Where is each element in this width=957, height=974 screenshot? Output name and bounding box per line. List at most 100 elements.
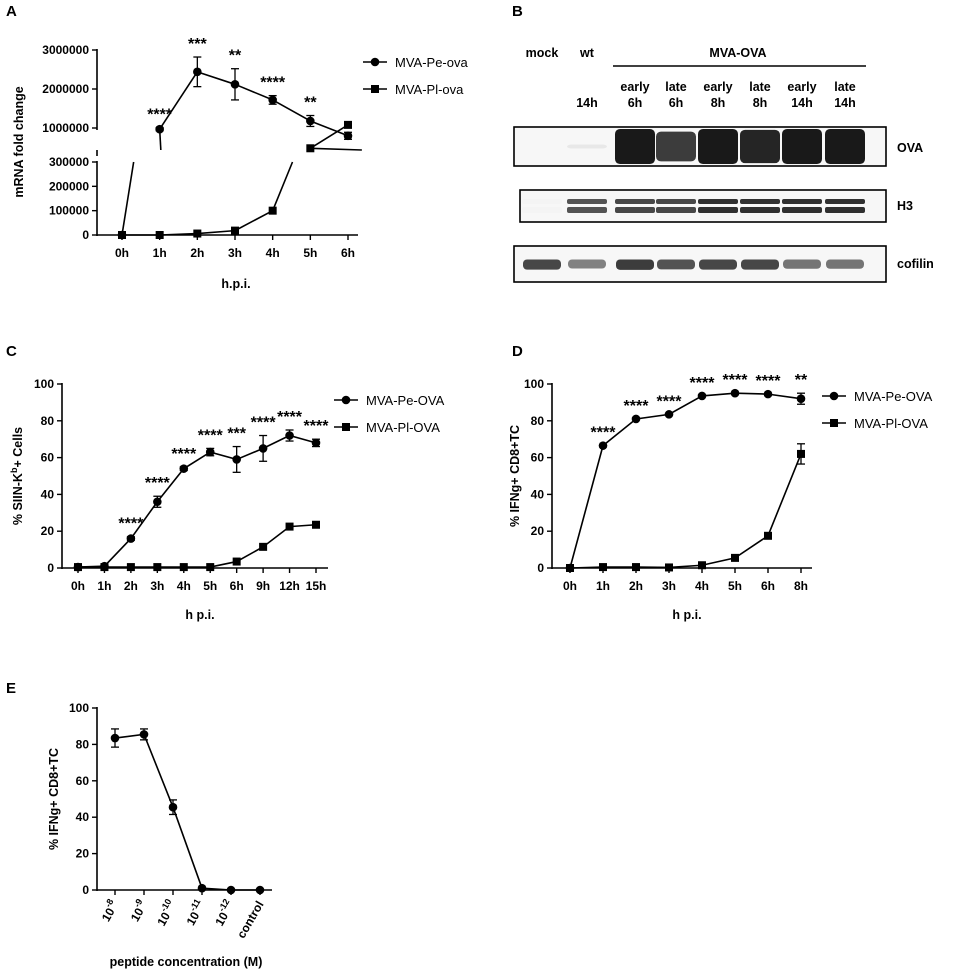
y-tick-label: 100 — [69, 701, 89, 715]
significance-label: **** — [260, 75, 286, 92]
x-tick-text: 10-12 — [210, 897, 238, 928]
significance-label: **** — [304, 418, 330, 435]
legend-marker — [829, 391, 839, 401]
series-line — [569, 392, 802, 569]
series-segment — [197, 71, 236, 86]
data-point — [344, 120, 352, 129]
significance-label: **** — [118, 516, 144, 533]
data-point — [258, 444, 268, 453]
y-axis-label: mRNA fold change — [12, 86, 26, 197]
band — [656, 207, 696, 213]
legend-marker — [830, 419, 838, 427]
data-point — [797, 449, 805, 458]
y-tick-label: 60 — [76, 774, 90, 788]
y-axis-label: % SIIN-Kb+ Cells — [9, 427, 25, 525]
data-point — [155, 231, 164, 239]
significance-label: **** — [147, 107, 173, 124]
series-line — [77, 434, 317, 568]
x-tick-label: 2h — [124, 579, 138, 593]
data-point — [100, 563, 109, 572]
x-tick-label: 9h — [256, 579, 270, 593]
data-point — [193, 229, 202, 238]
x-axis-label: peptide concentration (M) — [110, 955, 263, 969]
significance-label: *** — [227, 426, 246, 443]
band — [825, 199, 865, 204]
data-point — [632, 563, 640, 572]
series-mva-pe-ova — [73, 429, 321, 572]
x-tick-label: 10-8 — [96, 897, 121, 924]
data-point — [205, 447, 215, 457]
band — [698, 128, 738, 165]
blot-ova: OVA — [513, 126, 923, 167]
lane-label: wt — [579, 46, 595, 60]
y-tick-label: 60 — [41, 451, 55, 465]
x-tick-text: 10-8 — [96, 897, 121, 924]
blot-frame — [519, 189, 887, 223]
x-tick-label: 10-12 — [210, 897, 238, 928]
series-line — [569, 453, 802, 569]
data-point — [232, 557, 241, 566]
x-tick-label: 4h — [266, 246, 280, 260]
data-point — [665, 563, 673, 572]
x-tick-exponent: -10 — [158, 897, 173, 913]
x-tick-label: 0h — [563, 579, 577, 593]
band — [522, 199, 562, 204]
x-tick-label: 4h — [177, 579, 191, 593]
data-point — [230, 80, 240, 89]
series-mva-pe-ova — [565, 388, 806, 573]
data-point — [796, 394, 806, 404]
data-point — [153, 497, 162, 507]
data-point — [598, 441, 608, 450]
band — [656, 131, 696, 162]
y-tick-label: 40 — [76, 810, 90, 824]
series-segment — [309, 124, 349, 149]
data-point — [731, 553, 739, 562]
panel-b-western-blot: MVA-OVA mock wt 14h early 6h late 6h early 8h late… — [513, 46, 934, 283]
lane-label: 6h — [669, 96, 684, 110]
data-point — [285, 522, 294, 531]
legend-label: MVA-Pl-OVA — [854, 416, 928, 431]
data-point — [566, 564, 574, 572]
band — [615, 207, 655, 213]
data-point — [118, 231, 126, 239]
x-tick-label: control — [234, 899, 266, 941]
y-tick-label: 0 — [82, 228, 89, 242]
x-tick-label: 12h — [279, 579, 300, 593]
data-point — [312, 520, 320, 529]
significance-label: **** — [277, 409, 303, 426]
band — [826, 259, 864, 269]
x-tick-label: 4h — [695, 579, 709, 593]
data-point — [268, 95, 277, 105]
lane-label: 14h — [576, 96, 598, 110]
band — [783, 259, 821, 269]
x-axis-label: h p.i. — [672, 608, 701, 622]
y-axis-label-tail: + Cells — [11, 427, 25, 468]
data-point — [110, 733, 120, 743]
data-point — [179, 563, 188, 572]
x-tick-label: 8h — [794, 579, 808, 593]
data-point — [155, 124, 164, 134]
band — [782, 199, 822, 204]
legend-marker — [341, 395, 351, 405]
series-line — [114, 733, 260, 891]
x-tick-exponent: -12 — [216, 897, 231, 913]
series-segment — [159, 232, 198, 236]
x-tick-label: 6h — [230, 579, 244, 593]
y-tick-label: 100 — [524, 377, 544, 391]
significance-label: **** — [591, 425, 617, 442]
legend-marker — [342, 423, 350, 431]
panel-d-chart: 0 20 40 60 80 100 0h 1h 2h 3h 4h 5h 6h 8h h p.i. % IFNg… — [508, 372, 933, 622]
x-tick-label: 10-11 — [181, 897, 209, 928]
band — [740, 129, 780, 164]
x-tick-text: control — [234, 899, 266, 941]
legend-entry: MVA-Pe-OVA — [822, 389, 933, 404]
significance-label: **** — [198, 427, 224, 444]
lane-label: late — [749, 80, 771, 94]
x-tick-label: 5h — [203, 579, 217, 593]
y-tick-label: 0 — [537, 561, 544, 575]
legend-entry: MVA-Pe-ova — [363, 55, 468, 70]
y-axis-label: % IFNg+ CD8+TC — [47, 748, 61, 850]
y-tick-label: 20 — [41, 524, 55, 538]
lane-label: early — [620, 80, 649, 94]
